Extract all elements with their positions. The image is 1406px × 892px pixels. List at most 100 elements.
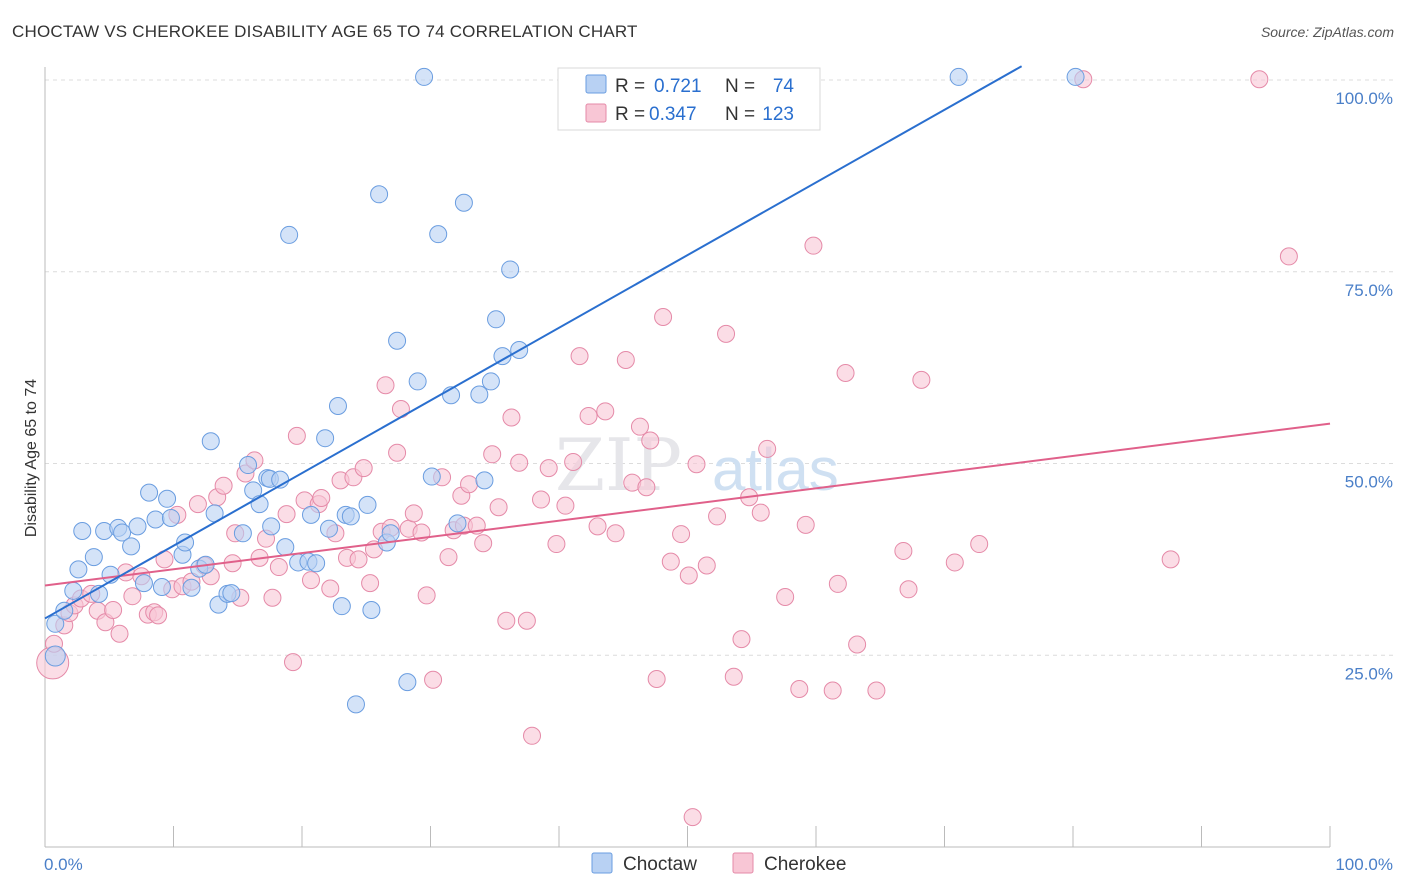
- choctaw-point: [161, 508, 180, 527]
- choctaw-point: [388, 331, 407, 350]
- cherokee-point: [123, 587, 142, 606]
- source-label: Source: ZipAtlas.com: [1260, 24, 1394, 40]
- choctaw-point: [55, 601, 74, 620]
- legend-choctaw-n-value: 74: [773, 76, 795, 97]
- cherokee-trend-line: [44, 422, 1331, 587]
- cherokee-point: [321, 579, 340, 598]
- cherokee-point: [424, 670, 443, 689]
- cherokee-point: [532, 490, 551, 509]
- y-tick-label: 100.0%: [1335, 89, 1393, 108]
- cherokee-point: [474, 534, 493, 553]
- choctaw-point: [316, 429, 335, 448]
- choctaw-point: [84, 548, 103, 567]
- cherokee-point: [460, 475, 479, 494]
- cherokee-point: [912, 370, 931, 389]
- x-tick-label: 100.0%: [1335, 855, 1393, 874]
- cherokee-point: [547, 535, 566, 554]
- cherokee-point: [687, 455, 706, 474]
- watermark: ZIP atlas: [555, 423, 839, 507]
- y-axis-title: Disability Age 65 to 74: [23, 379, 40, 537]
- cherokee-point: [588, 517, 607, 536]
- choctaw-points: [44, 67, 1085, 714]
- choctaw-point: [381, 524, 400, 543]
- bottom-legend: Choctaw Cherokee: [591, 852, 846, 875]
- choctaw-point: [122, 537, 141, 556]
- bottom-legend-cherokee: Cherokee: [764, 854, 846, 875]
- legend-choctaw-r-value: 0.721: [654, 76, 702, 97]
- choctaw-point: [1066, 67, 1085, 86]
- cherokee-point: [104, 600, 123, 619]
- choctaw-point: [370, 185, 389, 204]
- choctaw-point: [134, 574, 153, 593]
- choctaw-point: [113, 523, 132, 542]
- choctaw-point: [276, 538, 295, 557]
- cherokee-point: [606, 524, 625, 543]
- cherokee-point: [630, 417, 649, 436]
- cherokee-point: [376, 376, 395, 395]
- choctaw-point: [332, 597, 351, 616]
- bottom-legend-swatch-cherokee: [732, 852, 754, 874]
- cherokee-point: [616, 350, 635, 369]
- legend-cherokee-n-label: N =: [725, 104, 755, 125]
- choctaw-point: [64, 581, 83, 600]
- legend-swatch-choctaw: [585, 74, 607, 94]
- cherokee-point: [637, 478, 656, 497]
- choctaw-point: [328, 396, 347, 415]
- choctaw-point: [128, 517, 147, 536]
- grid: [45, 79, 1393, 656]
- cherokee-point: [828, 574, 847, 593]
- cherokee-point: [796, 515, 815, 534]
- choctaw-point: [341, 507, 360, 526]
- y-tick-label: 25.0%: [1345, 664, 1393, 683]
- cherokee-point: [758, 439, 777, 458]
- cherokee-point: [354, 459, 373, 478]
- choctaw-point: [222, 584, 241, 603]
- cherokee-point: [751, 503, 770, 522]
- choctaw-point: [487, 310, 506, 329]
- cherokee-point: [732, 630, 751, 649]
- cherokee-point: [539, 459, 558, 478]
- cherokee-point: [404, 504, 423, 523]
- cherokee-point: [790, 679, 809, 698]
- cherokee-point: [1161, 550, 1180, 569]
- cherokee-point: [823, 681, 842, 700]
- cherokee-point: [708, 507, 727, 526]
- cherokee-point: [269, 558, 288, 577]
- cherokee-point: [214, 476, 233, 495]
- cherokee-point: [439, 548, 458, 567]
- cherokee-point: [349, 550, 368, 569]
- choctaw-point: [415, 67, 434, 86]
- cherokee-point: [804, 236, 823, 255]
- choctaw-point: [949, 67, 968, 86]
- legend-choctaw-r-label: R =: [615, 76, 645, 97]
- choctaw-point: [140, 483, 159, 502]
- x-tick-label: 0.0%: [44, 855, 83, 874]
- choctaw-point: [176, 533, 195, 552]
- bottom-legend-swatch-choctaw: [591, 852, 613, 874]
- legend-cherokee-r-label: R =: [615, 104, 645, 125]
- choctaw-point: [262, 517, 281, 536]
- cherokee-point: [596, 402, 615, 421]
- choctaw-point: [44, 645, 66, 667]
- cherokee-point: [483, 445, 502, 464]
- legend-cherokee-r-value: 0.347: [649, 104, 697, 125]
- choctaw-point: [69, 560, 88, 579]
- choctaw-trend-line: [44, 65, 1023, 620]
- cherokee-point: [661, 552, 680, 571]
- choctaw-point: [422, 467, 441, 486]
- choctaw-point: [493, 347, 512, 366]
- cherokee-point: [556, 496, 575, 515]
- cherokee-point: [263, 588, 282, 607]
- cherokee-point: [945, 553, 964, 572]
- cherokee-point: [110, 624, 129, 643]
- cherokee-point: [277, 505, 296, 524]
- cherokee-point: [510, 453, 529, 472]
- cherokee-point: [149, 606, 168, 625]
- cherokee-point: [417, 586, 436, 605]
- cherokee-point: [388, 443, 407, 462]
- cherokee-point: [517, 611, 536, 630]
- cherokee-point: [970, 535, 989, 554]
- choctaw-point: [481, 372, 500, 391]
- choctaw-point: [346, 695, 365, 714]
